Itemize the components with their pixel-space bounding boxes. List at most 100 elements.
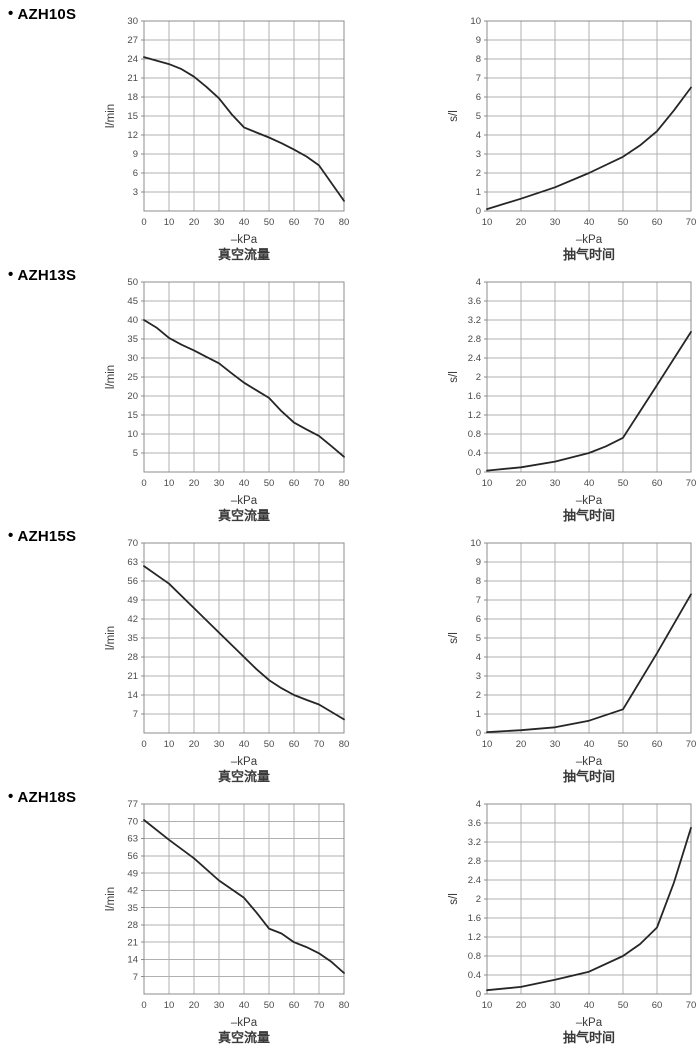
- svg-text:4: 4: [476, 652, 481, 663]
- svg-text:7: 7: [476, 595, 481, 606]
- svg-text:1: 1: [476, 709, 481, 720]
- svg-text:7: 7: [133, 972, 138, 983]
- svg-text:30: 30: [214, 739, 225, 750]
- y-axis-ticks: 3 6 9 12 15 18 21 24 27 30: [127, 16, 144, 198]
- svg-text:3: 3: [476, 149, 481, 160]
- svg-text:56: 56: [127, 851, 138, 862]
- svg-text:5: 5: [476, 111, 481, 122]
- svg-text:30: 30: [550, 1000, 561, 1011]
- chart-title: 真空流量: [218, 508, 270, 523]
- x-axis-label: –kPa: [576, 234, 603, 246]
- svg-text:35: 35: [127, 633, 138, 644]
- svg-text:1.2: 1.2: [468, 932, 481, 943]
- data-curve: [143, 56, 345, 202]
- bullet-icon: •: [8, 5, 14, 22]
- chart-title: 抽气时间: [563, 1030, 615, 1045]
- x-axis-label: –kPa: [231, 1017, 258, 1029]
- svg-text:10: 10: [482, 739, 493, 750]
- vacuum-flow-chart-azh13s: 5 10 15 20 25 30 35 40 45 50 0 10 20 30 40 50 60 70 80 l/mi…: [105, 277, 349, 523]
- svg-text:2: 2: [476, 372, 481, 383]
- grid-lines: [143, 20, 345, 211]
- svg-text:0: 0: [141, 1000, 146, 1011]
- x-axis-ticks: 10 20 30 40 50 60 70: [482, 478, 697, 489]
- svg-text:9: 9: [133, 149, 138, 160]
- y-axis-label: s/l: [448, 893, 460, 905]
- svg-text:63: 63: [127, 557, 138, 568]
- plot-border: [143, 803, 345, 995]
- svg-text:1.2: 1.2: [468, 410, 481, 421]
- svg-text:63: 63: [127, 834, 138, 845]
- svg-text:28: 28: [127, 920, 138, 931]
- svg-text:50: 50: [618, 478, 629, 489]
- model-name: AZH15S: [17, 528, 77, 545]
- svg-text:20: 20: [127, 391, 138, 402]
- svg-text:10: 10: [482, 217, 493, 228]
- y-axis-ticks: 0 0.4 0.8 1.2 1.6 2 2.4 2.8 3.2 3.6 4: [468, 799, 487, 1000]
- svg-text:50: 50: [264, 1000, 275, 1011]
- svg-text:70: 70: [686, 478, 697, 489]
- svg-text:40: 40: [127, 315, 138, 326]
- svg-text:70: 70: [314, 1000, 325, 1011]
- svg-text:80: 80: [339, 739, 350, 750]
- svg-text:4: 4: [476, 277, 481, 288]
- x-axis-label: –kPa: [576, 756, 603, 768]
- svg-text:50: 50: [618, 739, 629, 750]
- svg-text:9: 9: [476, 35, 481, 46]
- svg-text:56: 56: [127, 576, 138, 587]
- y-axis-ticks: 7 14 21 28 35 42 49 56 63 70 77: [127, 799, 144, 983]
- svg-text:10: 10: [164, 217, 175, 228]
- svg-text:77: 77: [127, 799, 138, 810]
- svg-text:3.2: 3.2: [468, 837, 481, 848]
- svg-text:5: 5: [476, 633, 481, 644]
- svg-text:2.8: 2.8: [468, 334, 481, 345]
- svg-text:3: 3: [476, 671, 481, 682]
- svg-text:40: 40: [584, 1000, 595, 1011]
- svg-text:35: 35: [127, 334, 138, 345]
- chart-title: 真空流量: [218, 1030, 270, 1045]
- svg-text:40: 40: [239, 1000, 250, 1011]
- svg-text:40: 40: [239, 739, 250, 750]
- x-axis-ticks: 0 10 20 30 40 50 60 70 80: [141, 1000, 349, 1011]
- svg-text:30: 30: [214, 478, 225, 489]
- svg-text:70: 70: [686, 217, 697, 228]
- chart-title: 真空流量: [218, 247, 270, 262]
- svg-text:14: 14: [127, 690, 138, 701]
- svg-text:20: 20: [516, 739, 527, 750]
- y-axis-ticks: 0 0.4 0.8 1.2 1.6 2 2.4 2.8 3.2 3.6 4: [468, 277, 487, 478]
- y-axis-label: s/l: [448, 371, 460, 383]
- svg-text:60: 60: [289, 217, 300, 228]
- svg-text:3.2: 3.2: [468, 315, 481, 326]
- svg-text:2: 2: [476, 894, 481, 905]
- section-azh10s: • AZH10S 3 6 9 12 15 18 21 24 27 30 0 10 20 30 40 50 60 7…: [0, 0, 700, 262]
- x-axis-label: –kPa: [231, 234, 258, 246]
- svg-text:2.8: 2.8: [468, 856, 481, 867]
- svg-text:6: 6: [133, 168, 138, 179]
- section-azh13s: • AZH13S 5 10 15 20 25 30 35 40 45 50 0 10 20 30 40 50 6…: [0, 261, 700, 523]
- svg-text:10: 10: [164, 478, 175, 489]
- model-header: • AZH15S: [8, 528, 76, 545]
- svg-text:80: 80: [339, 1000, 350, 1011]
- data-curve: [486, 331, 692, 472]
- svg-text:0.4: 0.4: [468, 448, 481, 459]
- svg-text:0: 0: [141, 217, 146, 228]
- svg-text:0: 0: [476, 728, 481, 739]
- svg-text:40: 40: [584, 739, 595, 750]
- grid-lines: [486, 20, 692, 212]
- svg-text:30: 30: [550, 478, 561, 489]
- svg-text:70: 70: [686, 1000, 697, 1011]
- section-azh15s: • AZH15S 7 14 21 28 35 42 49 56 63 70 0 10 20 30 40 50 6…: [0, 522, 700, 784]
- svg-text:1.6: 1.6: [468, 913, 481, 924]
- svg-text:30: 30: [214, 217, 225, 228]
- svg-text:3.6: 3.6: [468, 296, 481, 307]
- svg-text:50: 50: [618, 1000, 629, 1011]
- grid-lines: [143, 803, 345, 994]
- svg-text:0.4: 0.4: [468, 970, 481, 981]
- model-header: • AZH18S: [8, 789, 76, 806]
- x-axis-ticks: 10 20 30 40 50 60 70: [482, 739, 697, 750]
- svg-text:10: 10: [482, 478, 493, 489]
- svg-text:27: 27: [127, 35, 138, 46]
- svg-text:20: 20: [516, 478, 527, 489]
- y-axis-label: s/l: [448, 110, 460, 122]
- svg-text:30: 30: [214, 1000, 225, 1011]
